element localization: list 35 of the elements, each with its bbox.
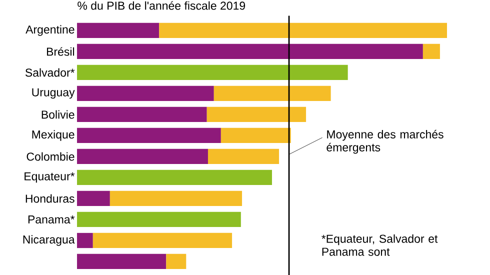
y-tick-label: Argentine	[26, 25, 74, 36]
y-tick-label: Nicaragua	[23, 235, 75, 246]
bar	[77, 148, 208, 164]
bar	[77, 44, 423, 60]
y-tick-label: Brésil	[46, 47, 74, 56]
bar	[208, 148, 280, 164]
y-tick-label: Colombie	[26, 152, 74, 161]
bar	[77, 64, 348, 80]
bar	[77, 232, 93, 248]
bar	[110, 190, 242, 206]
bar	[77, 128, 221, 144]
y-tick-label: Uruguay	[32, 88, 75, 99]
bar	[77, 254, 166, 270]
bar	[214, 86, 331, 102]
y-tick-label: Salvador*	[25, 68, 75, 77]
y-tick-label: Equateur*	[24, 172, 75, 183]
bar	[77, 190, 110, 206]
y-tick-label: Mexique	[32, 130, 74, 141]
bar	[77, 170, 272, 186]
bar	[166, 254, 186, 270]
bar	[77, 86, 214, 102]
bar	[77, 106, 207, 122]
chart-title: % du PIB de l'année fiscale 2019	[78, 1, 246, 10]
y-tick-label: Bolivie	[42, 110, 74, 119]
bar	[422, 44, 440, 60]
bar	[220, 128, 291, 144]
ref-line-label: Moyenne des marchés émergents	[326, 130, 444, 154]
bar	[159, 22, 447, 38]
y-tick-label: Panama*	[28, 215, 75, 224]
annotation: *Equateur, Salvador et Panama sont	[322, 234, 438, 256]
y-tick-label: Honduras	[26, 194, 74, 203]
bar	[77, 212, 241, 228]
bar	[77, 22, 160, 38]
bar	[92, 232, 232, 248]
bar	[206, 106, 306, 122]
